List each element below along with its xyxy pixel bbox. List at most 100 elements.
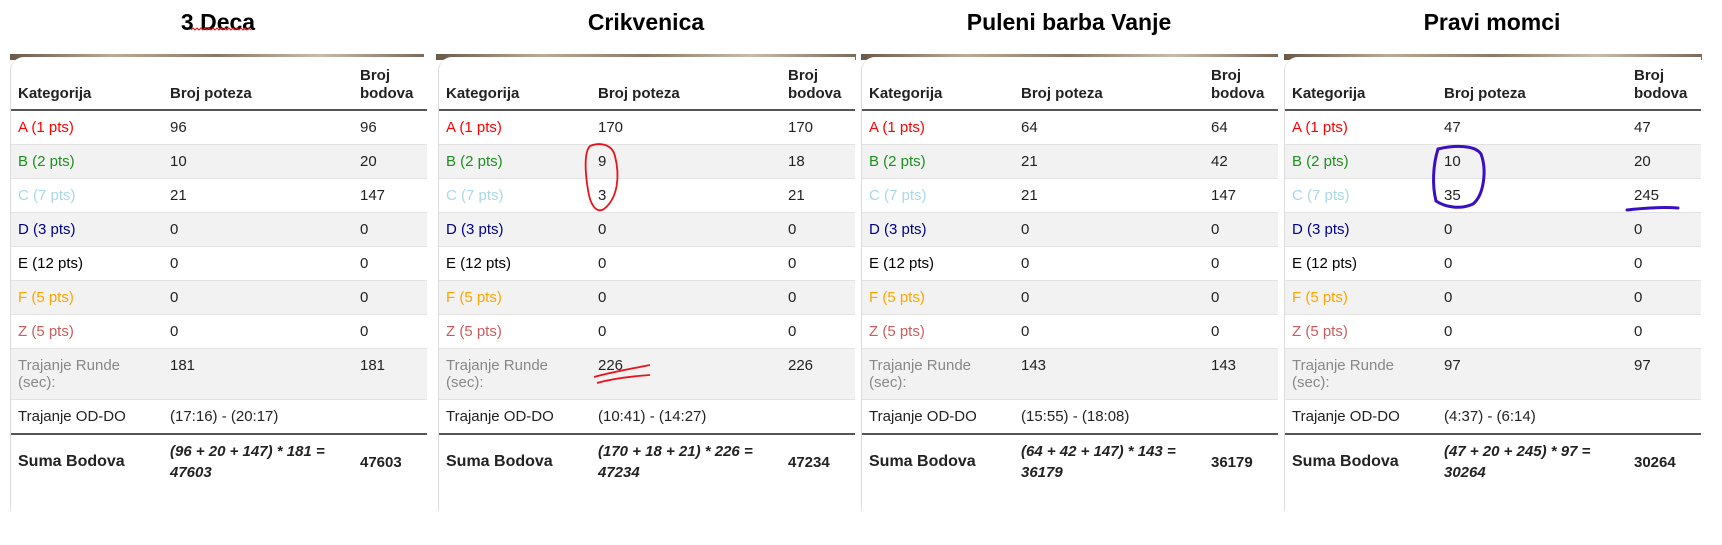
category-label: C (7 pts) [1285,178,1437,213]
moves-count: 0 [591,280,781,315]
table-row: Z (5 pts) 0 0 [11,314,427,349]
category-label: Z (5 pts) [862,314,1014,349]
duration-points: 143 [1204,348,1278,400]
column-header-category: Kategorija [1285,57,1437,111]
table-row: C (7 pts) 21 147 [862,178,1278,213]
total-formula: (96 + 20 + 147) * 181 = 47603 [170,443,325,481]
table-row: Z (5 pts) 0 0 [1285,314,1701,349]
team-score-panel: Kategorija Broj poteza Broj bodova A (1 … [10,57,427,511]
points-value: 42 [1204,144,1278,179]
team-score-panel: Kategorija Broj poteza Broj bodova A (1 … [861,57,1278,511]
moves-count: 3 [591,178,781,213]
moves-count: 9 [591,144,781,179]
score-table: Kategorija Broj poteza Broj bodova A (1 … [439,57,855,489]
points-value: 0 [1627,212,1701,247]
header-row: Kategorija Broj poteza Broj bodova [439,57,855,111]
header-row: Kategorija Broj poteza Broj bodova [1285,57,1701,111]
points-value: 0 [353,246,427,281]
duration-points: 97 [1627,348,1701,400]
table-row: D (3 pts) 0 0 [439,212,855,247]
moves-count: 0 [591,212,781,247]
moves-count: 0 [163,314,353,349]
table-row: D (3 pts) 0 0 [11,212,427,247]
header-row: Kategorija Broj poteza Broj bodova [862,57,1278,111]
category-label: A (1 pts) [11,110,163,145]
column-header-moves: Broj poteza [591,57,781,111]
category-label: A (1 pts) [439,110,591,145]
points-value: 96 [353,110,427,145]
total-row: Suma Bodova (170 + 18 + 21) * 226 = 4723… [439,434,855,489]
category-label: F (5 pts) [862,280,1014,315]
table-row: A (1 pts) 170 170 [439,110,855,145]
points-value: 0 [1627,246,1701,281]
table-row: E (12 pts) 0 0 [439,246,855,281]
total-value: 47234 [788,453,830,471]
column-header-moves: Broj poteza [1437,57,1627,111]
total-row: Suma Bodova (64 + 42 + 147) * 143 = 3617… [862,434,1278,489]
time-range-row: Trajanje OD-DO (17:16) - (20:17) [11,399,427,435]
moves-count: 35 [1437,178,1627,213]
moves-count: 0 [1014,246,1204,281]
table-row: C (7 pts) 3 21 [439,178,855,213]
total-row: Suma Bodova (96 + 20 + 147) * 181 = 4760… [11,434,427,489]
total-formula: (64 + 42 + 147) * 143 = 36179 [1021,443,1176,481]
moves-count: 10 [1437,144,1627,179]
time-range-label: Trajanje OD-DO [1285,399,1437,435]
points-value: 0 [781,212,855,247]
table-row: A (1 pts) 96 96 [11,110,427,145]
table-row: E (12 pts) 0 0 [11,246,427,281]
moves-count: 0 [1014,212,1204,247]
table-row: B (2 pts) 10 20 [1285,144,1701,179]
duration-points: 226 [781,348,855,400]
table-row: F (5 pts) 0 0 [11,280,427,315]
moves-count: 47 [1437,110,1627,145]
moves-count: 21 [1014,144,1204,179]
category-label: B (2 pts) [11,144,163,179]
column-header-category: Kategorija [11,57,163,111]
column-header-points: Broj bodova [781,57,855,111]
total-formula: (170 + 18 + 21) * 226 = 47234 [598,443,753,481]
moves-count: 0 [1437,314,1627,349]
column-header-category: Kategorija [862,57,1014,111]
team-title: Puleni barba Vanje [966,9,1172,35]
points-value: 0 [1627,314,1701,349]
category-label: B (2 pts) [1285,144,1437,179]
moves-count: 21 [163,178,353,213]
points-value: 0 [353,314,427,349]
category-label: Z (5 pts) [1285,314,1437,349]
table-row: E (12 pts) 0 0 [1285,246,1701,281]
category-label: E (12 pts) [11,246,163,281]
duration-label: Trajanje Runde (sec): [11,348,163,400]
duration-value: 97 [1437,348,1627,400]
total-row: Suma Bodova (47 + 20 + 245) * 97 = 30264… [1285,434,1701,489]
points-value: 0 [1627,280,1701,315]
points-value: 0 [781,246,855,281]
total-label: Suma Bodova [18,453,125,470]
category-label: D (3 pts) [11,212,163,247]
moves-count: 0 [163,212,353,247]
column-header-points: Broj bodova [353,57,427,111]
table-row: C (7 pts) 35 245 [1285,178,1701,213]
table-row: F (5 pts) 0 0 [862,280,1278,315]
category-label: E (12 pts) [1285,246,1437,281]
category-label: E (12 pts) [862,246,1014,281]
time-range-row: Trajanje OD-DO (4:37) - (6:14) [1285,399,1701,435]
category-label: B (2 pts) [862,144,1014,179]
total-label: Suma Bodova [446,453,553,470]
points-value: 0 [1204,246,1278,281]
duration-value: 181 [163,348,353,400]
time-range-row: Trajanje OD-DO (15:55) - (18:08) [862,399,1278,435]
column-header-category: Kategorija [439,57,591,111]
duration-row: Trajanje Runde (sec): 143 143 [862,348,1278,400]
table-row: F (5 pts) 0 0 [1285,280,1701,315]
category-label: E (12 pts) [439,246,591,281]
table-row: C (7 pts) 21 147 [11,178,427,213]
total-label: Suma Bodova [869,453,976,470]
duration-value: 143 [1014,348,1204,400]
score-table: Kategorija Broj poteza Broj bodova A (1 … [862,57,1278,489]
table-row: B (2 pts) 21 42 [862,144,1278,179]
team-title: Pravi momci [1423,9,1561,35]
points-value: 0 [1204,314,1278,349]
points-value: 21 [781,178,855,213]
points-value: 170 [781,110,855,145]
